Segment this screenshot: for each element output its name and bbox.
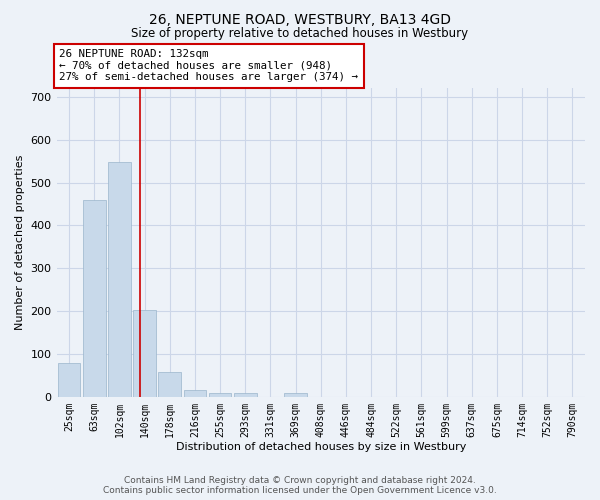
Bar <box>108 162 131 397</box>
Bar <box>133 310 156 397</box>
Bar <box>284 394 307 397</box>
Bar <box>58 364 80 397</box>
Text: 26 NEPTUNE ROAD: 132sqm
← 70% of detached houses are smaller (948)
27% of semi-d: 26 NEPTUNE ROAD: 132sqm ← 70% of detache… <box>59 49 358 82</box>
Bar <box>83 200 106 397</box>
Bar <box>234 392 257 397</box>
Text: Contains HM Land Registry data © Crown copyright and database right 2024.
Contai: Contains HM Land Registry data © Crown c… <box>103 476 497 495</box>
Bar <box>158 372 181 397</box>
Text: 26, NEPTUNE ROAD, WESTBURY, BA13 4GD: 26, NEPTUNE ROAD, WESTBURY, BA13 4GD <box>149 12 451 26</box>
Bar <box>184 390 206 397</box>
Text: Size of property relative to detached houses in Westbury: Size of property relative to detached ho… <box>131 28 469 40</box>
Y-axis label: Number of detached properties: Number of detached properties <box>15 155 25 330</box>
Bar <box>209 392 232 397</box>
X-axis label: Distribution of detached houses by size in Westbury: Distribution of detached houses by size … <box>176 442 466 452</box>
